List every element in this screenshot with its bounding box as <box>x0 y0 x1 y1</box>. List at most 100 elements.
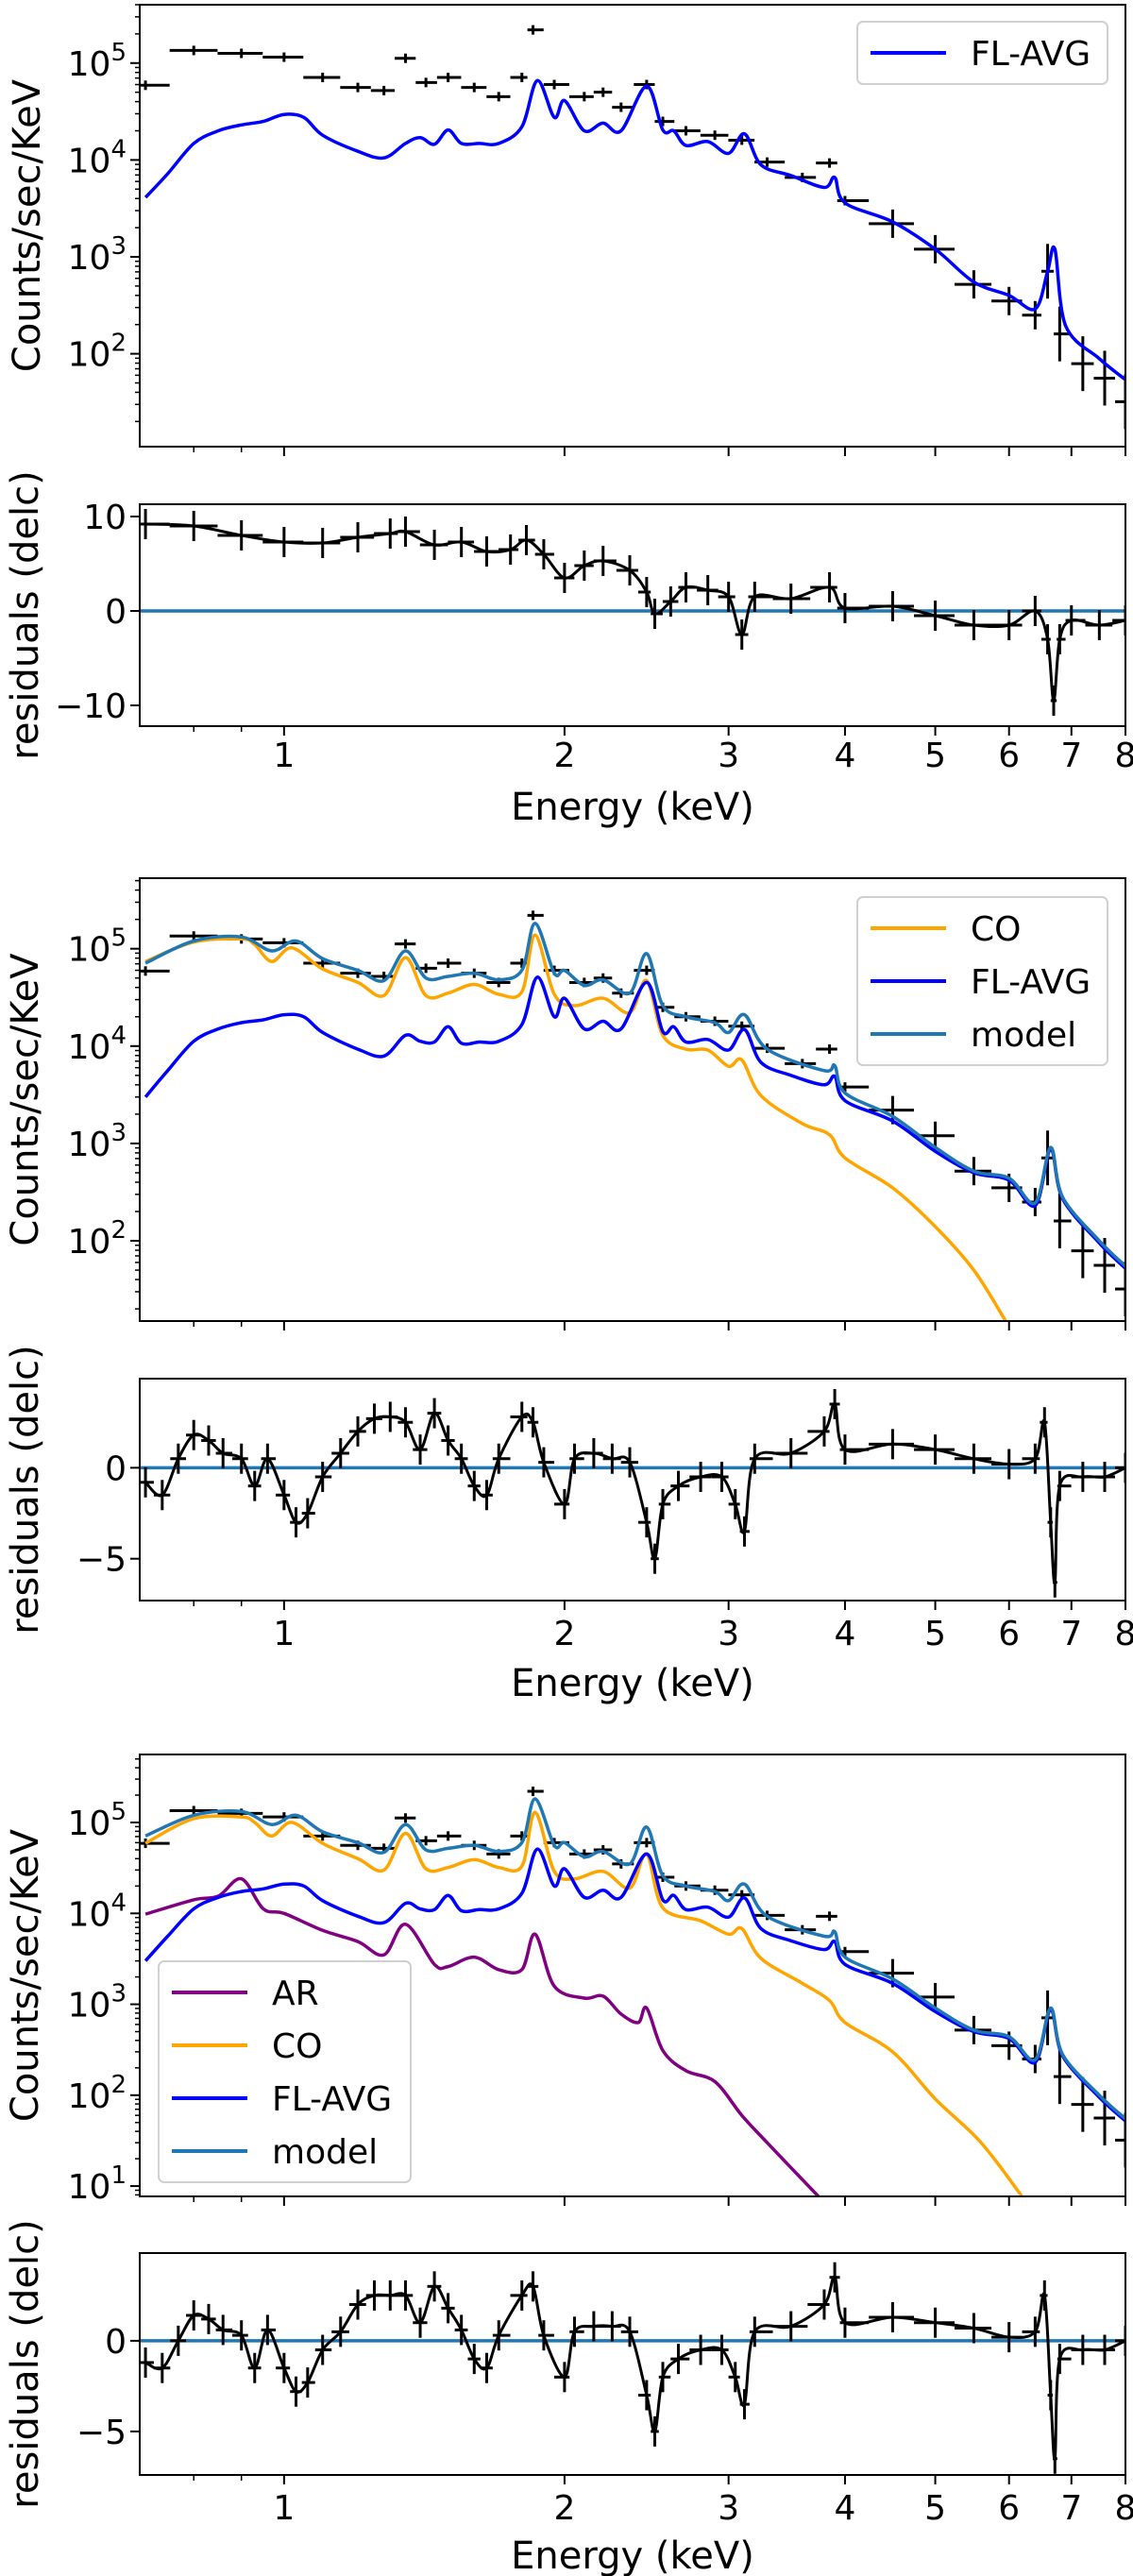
legend-label: model <box>272 2133 378 2172</box>
residual-point <box>1115 2325 1125 2356</box>
x-tick-label: 1 <box>273 2489 295 2528</box>
residuals-y-axis-label: residuals (delc) <box>4 2219 47 2508</box>
legend-entry: CO <box>172 2027 322 2066</box>
y-tick-label: 104 <box>68 1889 127 1934</box>
data-point <box>140 80 170 91</box>
x-tick-label: 2 <box>553 2489 575 2528</box>
residual-trace <box>144 1402 1125 1585</box>
residual-point <box>510 2279 528 2311</box>
legend-entry: model <box>172 2133 378 2172</box>
legend-box <box>158 1960 412 2183</box>
residuals-axes-frame <box>139 503 1126 727</box>
data-point <box>543 79 569 90</box>
legend-entry: FL-AVG <box>172 2080 392 2119</box>
legend-entry: AR <box>172 1974 319 2013</box>
y-tick-label: 10 <box>83 499 127 537</box>
residual-trace <box>144 2276 1125 2461</box>
series-line-fl-avg <box>144 975 1125 1270</box>
x-tick-label: 5 <box>924 737 946 775</box>
series-line-fl-avg <box>144 1847 1125 2123</box>
y-tick-label: −10 <box>55 687 127 726</box>
y-tick-label: 101 <box>68 2161 127 2207</box>
legend-label: AR <box>272 1974 319 2013</box>
x-axis-label: Energy (keV) <box>511 786 754 829</box>
data-point <box>654 116 675 127</box>
residual-trace <box>145 522 1125 703</box>
panel-2: 102103104105Counts/sec/KeVCOFL-AVGmodel−… <box>4 877 1133 1705</box>
residuals-y-axis-label: residuals (delc) <box>4 470 47 759</box>
data-point <box>510 73 528 83</box>
x-tick-label: 6 <box>998 737 1020 775</box>
data-point <box>568 92 594 102</box>
x-tick-label: 4 <box>834 737 855 775</box>
data-point <box>436 1831 462 1841</box>
data-point <box>1115 1262 1125 1317</box>
data-point <box>395 1813 416 1823</box>
x-tick-label: 3 <box>718 1615 739 1653</box>
data-point <box>415 77 437 88</box>
spectrum-axes-frame <box>139 877 1126 1322</box>
legend-entry: CO <box>871 910 1021 949</box>
data-point <box>395 53 416 63</box>
data-point <box>527 910 544 921</box>
residuals-plot: −5 0 1 2 3 4 5 6 7 8 residuals (delc) Energy (keV) <box>4 2219 1133 2576</box>
data-point <box>1115 374 1125 430</box>
residual-point <box>510 1401 528 1432</box>
data-point <box>1053 2049 1072 2105</box>
x-tick-label: 2 <box>553 1615 575 1653</box>
data-point <box>527 1787 544 1797</box>
data-point <box>303 73 341 83</box>
x-tick-label: 2 <box>553 737 575 775</box>
y-tick-label: 103 <box>68 1119 127 1164</box>
data-point <box>612 102 634 112</box>
data-point <box>1053 1193 1072 1248</box>
spectrum-plot: 102 103 104 105 Counts/sec/KeV CO FL-AVG model <box>4 877 1126 1330</box>
y-tick-label: 102 <box>68 330 127 375</box>
spectrum-plot: 102 103 104 105 Counts/sec/KeV FL-AVG <box>6 4 1126 456</box>
legend-label: CO <box>272 2027 322 2066</box>
spectrum-y-axis-label: Counts/sec/KeV <box>4 1828 47 2122</box>
x-tick-label: 6 <box>998 2489 1020 2528</box>
y-tick-label: 102 <box>68 2071 127 2116</box>
data-point <box>436 958 462 969</box>
data-point <box>140 1839 170 1849</box>
series-line-model <box>144 922 1125 1268</box>
x-tick-label: 8 <box>1115 737 1133 775</box>
data-point <box>527 25 544 35</box>
spectrum-plot-area <box>140 25 1125 430</box>
residuals-axes-frame <box>139 2252 1126 2476</box>
x-tick-label: 6 <box>998 1615 1020 1653</box>
legend: FL-AVG <box>856 21 1108 85</box>
series-line-model <box>144 1797 1125 2121</box>
data-point <box>593 87 613 97</box>
series-line-fl-avg <box>144 78 1125 381</box>
data-point <box>955 270 992 299</box>
residuals-axes-frame <box>139 1378 1126 1602</box>
legend-box <box>856 21 1108 85</box>
series-line-co <box>144 1810 1024 2196</box>
data-point <box>486 92 511 102</box>
y-tick-label: 102 <box>68 1216 127 1262</box>
data-point <box>395 939 416 949</box>
x-tick-label: 8 <box>1115 1615 1133 1653</box>
data-point <box>370 85 396 95</box>
x-tick-label: 4 <box>834 2489 855 2528</box>
residuals-y-axis-label: residuals (delc) <box>4 1345 47 1634</box>
legend-label: model <box>971 1016 1076 1055</box>
spectrum-axes-frame <box>139 4 1126 448</box>
x-tick-label: 1 <box>273 737 295 775</box>
residuals-plot-area <box>140 2262 1125 2474</box>
legend-box <box>856 896 1108 1066</box>
x-tick-label: 8 <box>1115 2489 1133 2528</box>
x-tick-label: 7 <box>1060 2489 1082 2528</box>
x-tick-label: 3 <box>718 2489 739 2528</box>
x-tick-label: 5 <box>924 1615 946 1653</box>
legend-label: FL-AVG <box>971 963 1091 1002</box>
spectrum-plot-area <box>140 910 1125 1321</box>
y-tick-label: 105 <box>68 39 127 84</box>
legend-entry: FL-AVG <box>871 963 1091 1002</box>
data-point <box>436 73 462 83</box>
spectrum-plot: 101 102 103 104 105 Counts/sec/KeV AR CO FL-AVG m… <box>4 1754 1126 2207</box>
legend: AR CO FL-AVG model <box>158 1960 412 2183</box>
